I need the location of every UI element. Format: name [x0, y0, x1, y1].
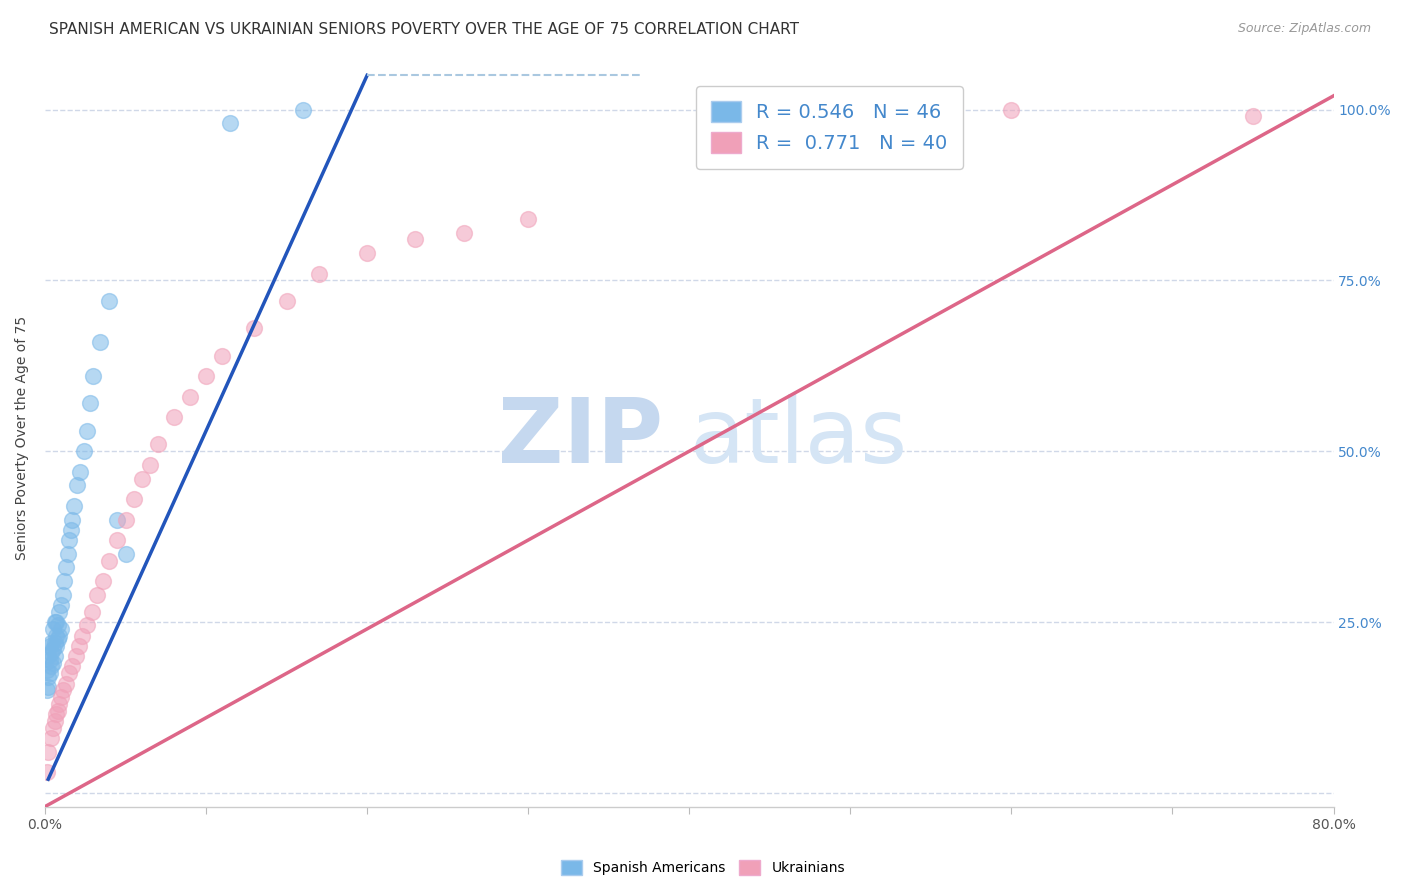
- Point: [66, 478, 89, 492]
- Point: [195, 369, 218, 384]
- Point: [308, 267, 330, 281]
- Point: [356, 246, 378, 260]
- Point: [86, 588, 108, 602]
- Point: [42, 656, 65, 670]
- Point: [82, 369, 104, 384]
- Point: [38, 666, 60, 681]
- Point: [45, 629, 67, 643]
- Point: [35, 765, 58, 780]
- Text: atlas: atlas: [689, 393, 907, 482]
- Point: [107, 512, 129, 526]
- Point: [276, 293, 298, 308]
- Point: [67, 639, 90, 653]
- Point: [98, 293, 121, 308]
- Point: [453, 226, 475, 240]
- Point: [48, 697, 70, 711]
- Point: [211, 349, 233, 363]
- Point: [41, 659, 63, 673]
- Point: [76, 618, 98, 632]
- Point: [72, 444, 94, 458]
- Point: [35, 663, 58, 677]
- Text: ZIP: ZIP: [498, 393, 664, 482]
- Point: [114, 512, 136, 526]
- Point: [37, 649, 59, 664]
- Point: [89, 334, 111, 349]
- Point: [37, 680, 59, 694]
- Point: [114, 547, 136, 561]
- Point: [53, 574, 76, 588]
- Point: [46, 704, 69, 718]
- Point: [56, 547, 79, 561]
- Point: [48, 605, 70, 619]
- Point: [146, 437, 169, 451]
- Point: [44, 615, 66, 629]
- Legend: Spanish Americans, Ukrainians: Spanish Americans, Ukrainians: [555, 855, 851, 880]
- Point: [48, 629, 70, 643]
- Point: [58, 533, 80, 547]
- Point: [79, 396, 101, 410]
- Point: [517, 211, 540, 226]
- Point: [37, 745, 59, 759]
- Point: [41, 731, 63, 746]
- Legend: R = 0.546   N = 46, R =  0.771   N = 40: R = 0.546 N = 46, R = 0.771 N = 40: [696, 86, 963, 169]
- Point: [1000, 103, 1022, 117]
- Point: [65, 649, 87, 664]
- Point: [44, 635, 66, 649]
- Point: [52, 588, 75, 602]
- Point: [179, 390, 201, 404]
- Point: [44, 714, 66, 728]
- Point: [45, 639, 67, 653]
- Point: [163, 410, 186, 425]
- Point: [91, 574, 114, 588]
- Point: [107, 533, 129, 547]
- Point: [46, 618, 69, 632]
- Point: [38, 639, 60, 653]
- Point: [44, 649, 66, 664]
- Point: [80, 605, 103, 619]
- Point: [63, 499, 86, 513]
- Point: [41, 635, 63, 649]
- Y-axis label: Seniors Poverty Over the Age of 75: Seniors Poverty Over the Age of 75: [15, 316, 30, 559]
- Point: [55, 560, 77, 574]
- Point: [38, 653, 60, 667]
- Text: Source: ZipAtlas.com: Source: ZipAtlas.com: [1237, 22, 1371, 36]
- Point: [42, 622, 65, 636]
- Point: [70, 629, 93, 643]
- Point: [60, 659, 83, 673]
- Point: [291, 103, 314, 117]
- Point: [404, 232, 426, 246]
- Point: [122, 491, 145, 506]
- Point: [60, 512, 83, 526]
- Text: SPANISH AMERICAN VS UKRAINIAN SENIORS POVERTY OVER THE AGE OF 75 CORRELATION CHA: SPANISH AMERICAN VS UKRAINIAN SENIORS PO…: [49, 22, 799, 37]
- Point: [41, 646, 63, 660]
- Point: [138, 458, 160, 472]
- Point: [59, 523, 82, 537]
- Point: [69, 465, 91, 479]
- Point: [45, 707, 67, 722]
- Point: [49, 690, 72, 705]
- Point: [37, 670, 59, 684]
- Point: [98, 553, 121, 567]
- Point: [45, 615, 67, 629]
- Point: [49, 622, 72, 636]
- Point: [219, 116, 242, 130]
- Point: [243, 321, 266, 335]
- Point: [76, 424, 98, 438]
- Point: [42, 642, 65, 657]
- Point: [52, 683, 75, 698]
- Point: [55, 676, 77, 690]
- Point: [42, 721, 65, 735]
- Point: [49, 598, 72, 612]
- Point: [46, 632, 69, 647]
- Point: [131, 472, 153, 486]
- Point: [35, 683, 58, 698]
- Point: [1241, 109, 1264, 123]
- Point: [58, 666, 80, 681]
